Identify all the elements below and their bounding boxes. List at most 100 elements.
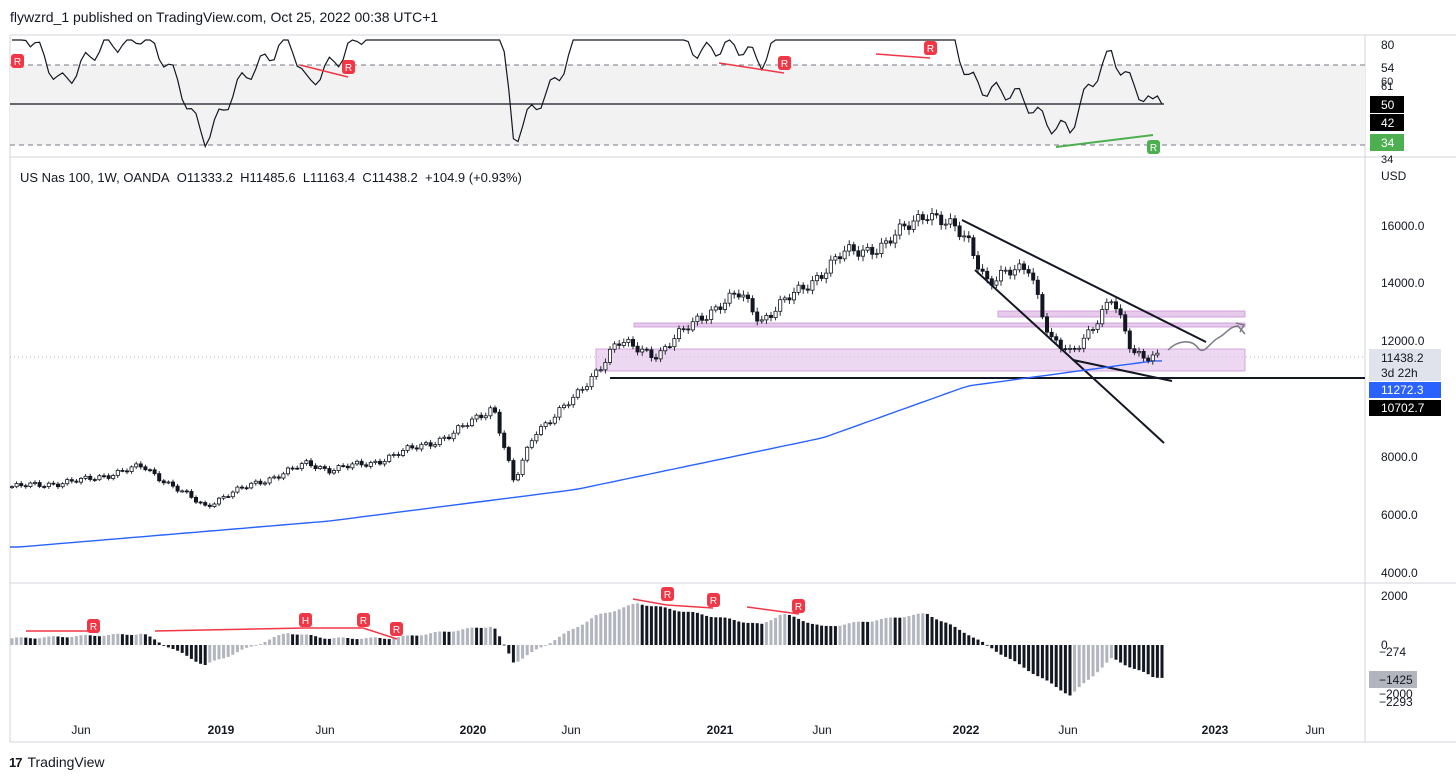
candle-up xyxy=(658,350,663,360)
histogram-bar xyxy=(916,613,920,645)
histogram-bar xyxy=(249,645,253,647)
candle-up xyxy=(267,477,272,484)
osc-marker-badge[interactable]: R xyxy=(792,599,805,613)
candle-up xyxy=(483,415,488,419)
histogram-bar xyxy=(456,630,460,645)
svg-text:R: R xyxy=(664,590,671,601)
candle-up xyxy=(230,491,235,498)
candle-up xyxy=(543,422,548,427)
histogram-bar xyxy=(84,635,88,645)
footer-branding[interactable]: 17 TradingView xyxy=(9,754,105,770)
histogram-bar xyxy=(410,635,414,645)
histogram-bar xyxy=(553,640,557,645)
candle-up xyxy=(350,463,355,469)
osc-value-badge: −1425 xyxy=(1369,671,1417,688)
histogram-bar xyxy=(875,620,879,645)
candle-up xyxy=(1155,352,1160,356)
histogram-bar xyxy=(797,618,801,645)
trendline-upper[interactable] xyxy=(961,219,1207,343)
histogram-bar xyxy=(1142,645,1146,672)
rsi-marker-badge[interactable]: R xyxy=(342,60,355,74)
candle-up xyxy=(46,482,51,488)
osc-marker-badge[interactable]: R xyxy=(390,622,403,636)
candle-up xyxy=(14,483,19,488)
candle-down xyxy=(23,485,28,488)
histogram-bar xyxy=(590,618,594,645)
histogram-bar xyxy=(1022,645,1026,668)
candle-down xyxy=(686,328,691,331)
projection-path[interactable] xyxy=(1167,322,1246,352)
osc-divergence-line xyxy=(632,598,668,606)
time-tick-label: Jun xyxy=(315,723,334,737)
candle-up xyxy=(419,443,424,450)
histogram-bar xyxy=(19,637,23,645)
candle-up xyxy=(28,482,33,487)
histogram-bar xyxy=(902,617,906,645)
osc-marker-badge[interactable]: R xyxy=(661,587,674,601)
candle-down xyxy=(888,240,893,244)
osc-marker-badge[interactable]: H xyxy=(299,613,312,627)
rsi-marker-badge[interactable]: R xyxy=(1147,140,1160,154)
histogram-bar xyxy=(893,617,897,645)
histogram-bar xyxy=(1128,645,1132,668)
candle-down xyxy=(102,475,107,478)
trendline-wedge-bottom[interactable] xyxy=(1072,359,1173,382)
osc-marker-badge[interactable]: R xyxy=(357,613,370,627)
candle-up xyxy=(621,342,626,346)
histogram-bar xyxy=(442,631,446,645)
symbol-name[interactable]: US Nas 100, 1W, OANDA xyxy=(20,170,170,185)
histogram-bar xyxy=(829,626,833,645)
candle-up xyxy=(999,269,1004,282)
candle-down xyxy=(718,306,723,310)
candlestick-series xyxy=(9,208,1160,509)
histogram-bar xyxy=(810,623,814,645)
candle-down xyxy=(359,460,364,466)
rsi-marker-badge[interactable]: R xyxy=(924,41,937,55)
svg-text:R: R xyxy=(14,57,21,68)
rsi-marker-badge[interactable]: R xyxy=(11,54,24,68)
candle-down xyxy=(1031,272,1036,281)
osc-marker-badge[interactable]: R xyxy=(87,619,100,633)
candle-down xyxy=(971,237,976,256)
rsi-line xyxy=(12,39,1163,149)
rsi-marker-badge[interactable]: R xyxy=(778,56,791,70)
candle-up xyxy=(474,414,479,420)
candle-up xyxy=(1104,301,1109,310)
candle-up xyxy=(299,463,304,470)
histogram-bar xyxy=(783,614,787,645)
histogram-bar xyxy=(820,625,824,645)
trendline-lower[interactable] xyxy=(974,269,1165,444)
candle-down xyxy=(1054,336,1059,341)
candle-up xyxy=(529,440,534,448)
candle-down xyxy=(189,490,194,498)
histogram-bar xyxy=(760,623,764,645)
candle-down xyxy=(870,246,875,255)
time-tick-label: 2022 xyxy=(953,723,980,737)
candle-up xyxy=(713,306,718,311)
candle-down xyxy=(1058,339,1063,350)
histogram-bar xyxy=(185,645,189,656)
rsi-badge-50: 50 xyxy=(1370,96,1404,113)
candle-down xyxy=(755,311,760,322)
histogram-bar xyxy=(226,645,230,657)
candle-down xyxy=(966,235,971,239)
resistance-zone[interactable] xyxy=(633,322,1246,328)
candle-down xyxy=(276,476,281,479)
histogram-bar xyxy=(392,638,396,645)
candle-up xyxy=(262,482,267,485)
histogram-bar xyxy=(258,644,262,645)
candle-down xyxy=(198,501,203,504)
candle-up xyxy=(400,449,405,456)
histogram-bar xyxy=(682,611,686,645)
candle-down xyxy=(939,214,944,226)
candle-up xyxy=(111,475,116,479)
histogram-bar xyxy=(1160,645,1164,678)
histogram-bar xyxy=(1082,645,1086,684)
osc-marker-badge[interactable]: R xyxy=(707,593,720,607)
histogram-bar xyxy=(438,631,442,645)
histogram-bar xyxy=(15,637,19,645)
support-zone[interactable] xyxy=(595,348,1246,372)
candle-down xyxy=(548,422,553,425)
histogram-bar xyxy=(999,645,1003,655)
